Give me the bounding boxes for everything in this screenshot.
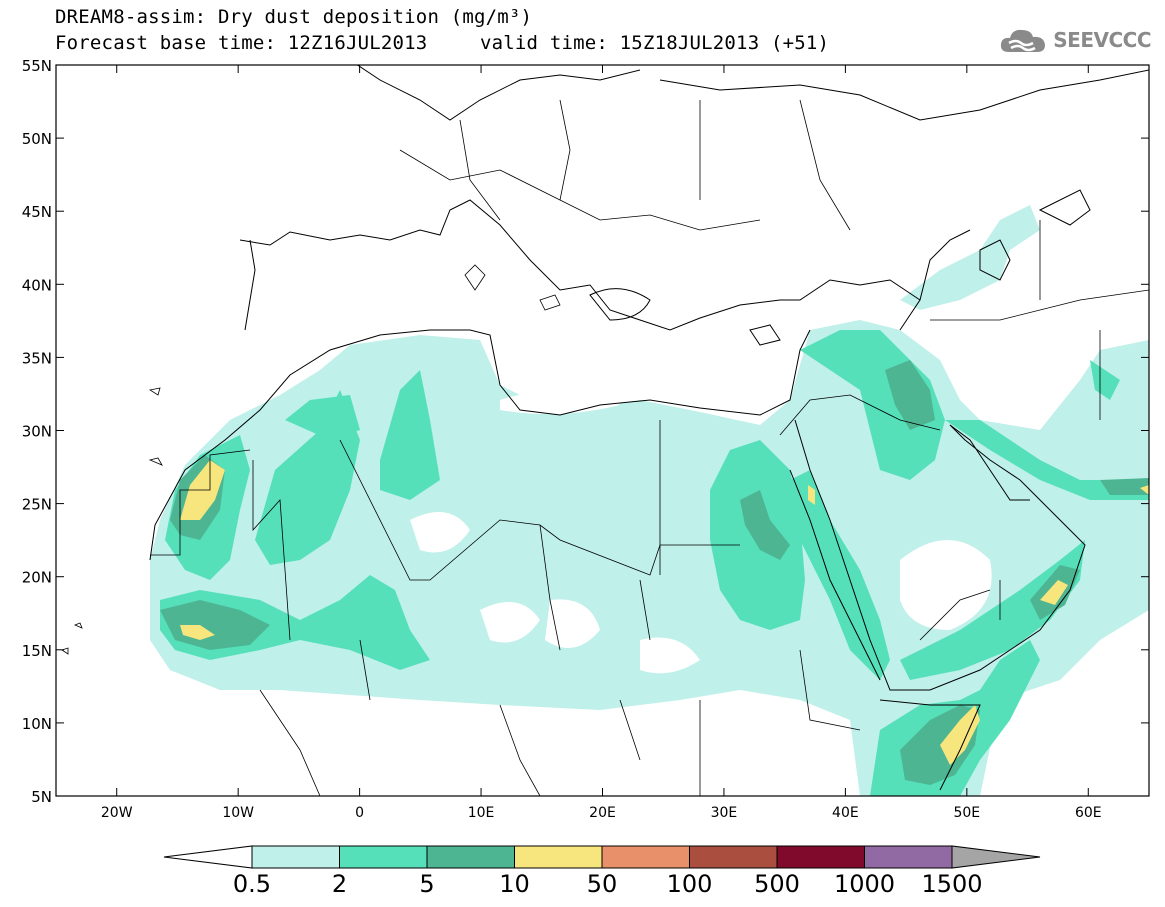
colorbar-swatch xyxy=(776,845,865,869)
lat-tick-label: 15N xyxy=(22,642,52,660)
lon-tick-label: 0 xyxy=(355,805,364,821)
lat-tick-label: 35N xyxy=(22,349,52,367)
lon-tick-label: 20E xyxy=(589,805,616,821)
lon-tick-label: 60E xyxy=(1075,805,1102,821)
lon-tick-label: 50E xyxy=(953,805,980,821)
chart-subtitle: Forecast base time: 12Z16JUL2013 valid ti… xyxy=(55,32,829,54)
colorbar-label: 50 xyxy=(587,870,618,898)
islands xyxy=(61,264,561,655)
colorbar-swatch xyxy=(864,845,953,869)
lat-tick-label: 20N xyxy=(22,569,52,587)
colorbar-label: 2 xyxy=(332,870,347,898)
latitude-axis: 55N 50N 45N 40N 35N 30N 25N 20N 15N 10N 5N xyxy=(22,57,1149,806)
lat-tick-label: 55N xyxy=(22,57,52,75)
lat-tick-label: 5N xyxy=(31,788,52,806)
lon-tick-label: 30E xyxy=(711,805,738,821)
colorbar-swatch xyxy=(251,845,340,869)
lat-tick-label: 25N xyxy=(22,496,52,514)
map-plot-area xyxy=(56,65,1149,796)
logo-text: SEEVCCC xyxy=(1053,28,1151,52)
colorbar-label: 1000 xyxy=(834,870,895,898)
lon-tick-label: 10W xyxy=(222,805,254,821)
colorbar-swatch xyxy=(514,845,603,869)
colorbar-swatch xyxy=(339,845,428,869)
cloud-logo-icon xyxy=(1001,29,1046,52)
colorbar-label: 10 xyxy=(499,870,530,898)
valid-time: valid time: 15Z18JUL2013 (+51) xyxy=(480,32,830,54)
colorbar-label: 500 xyxy=(754,870,800,898)
forecast-base-time: Forecast base time: 12Z16JUL2013 xyxy=(55,32,428,54)
colorbar-swatch xyxy=(689,845,778,869)
lat-tick-label: 50N xyxy=(22,130,52,148)
country-borders xyxy=(150,99,1149,796)
lat-tick-label: 40N xyxy=(22,276,52,294)
colorbar-label: 1500 xyxy=(921,870,982,898)
seevccc-logo: SEEVCCC xyxy=(999,24,1151,56)
longitude-axis: 20W 10W 0 10E 20E 30E 40E 50E 60E xyxy=(101,65,1102,821)
colorbar-arrow-high xyxy=(951,845,1041,869)
colorbar-swatch xyxy=(601,845,690,869)
coastlines xyxy=(149,65,1149,791)
colorbar-label: 100 xyxy=(667,870,713,898)
colorbar-label: 5 xyxy=(419,870,434,898)
lat-tick-label: 30N xyxy=(22,423,52,441)
colorbar-legend: 0.5 2 5 10 50 100 500 1000 1500 xyxy=(163,845,1041,898)
colorbar-swatch xyxy=(426,845,515,869)
colorbar-arrow-low xyxy=(163,845,253,869)
lon-tick-label: 40E xyxy=(832,805,859,821)
colorbar-label: 0.5 xyxy=(233,870,271,898)
lat-tick-label: 10N xyxy=(22,715,52,733)
no-dust-gaps xyxy=(410,391,992,674)
lat-tick-label: 45N xyxy=(22,203,52,221)
chart-title: DREAM8-assim: Dry dust deposition (mg/m³… xyxy=(55,6,533,28)
lon-tick-label: 10E xyxy=(468,805,495,821)
lon-tick-label: 20W xyxy=(101,805,133,821)
